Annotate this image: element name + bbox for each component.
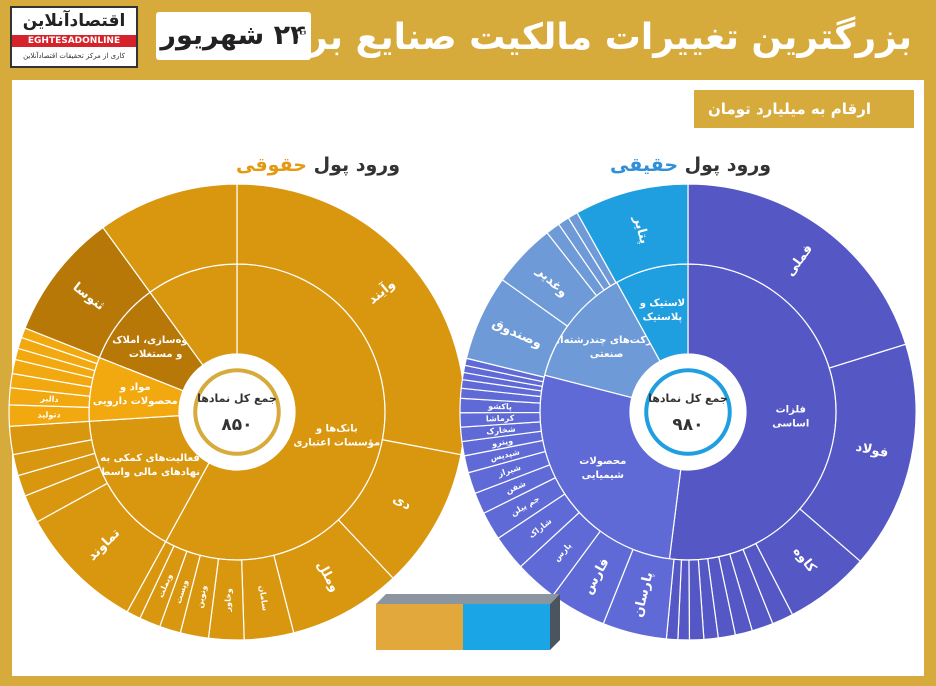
logo-latin: EGHTESADONLINE xyxy=(12,35,136,47)
real-inner-label: پلاستیک xyxy=(643,312,683,323)
real-outer-label: پاکشو xyxy=(487,402,512,412)
real-outer-label: پتایر xyxy=(630,214,652,246)
legal-inner-label: نهادهای مالی واسط xyxy=(100,467,200,478)
real-sunburst: فلزات اساسی محصولات شیمیایی شرکت‌های چندرشته… xyxy=(459,183,917,641)
real-inner-label: فلزات xyxy=(776,404,806,415)
legal-inner-label: مؤسسات اعتباری xyxy=(293,438,380,449)
legal-outer-segment xyxy=(102,183,238,294)
real-inner-label: لاستیک و xyxy=(639,298,685,309)
legal-inner-label: و مستغلات xyxy=(129,349,182,360)
legend-box xyxy=(376,594,560,650)
real-outer-label: شخارک xyxy=(486,425,516,437)
legal-outer-label: دتولید xyxy=(37,410,60,419)
header: اقتصادآنلاین EGHTESADONLINE کاری از مرکز… xyxy=(0,0,936,80)
real-inner-label: شرکت‌های چندرشته‌ای xyxy=(551,335,662,346)
real-outer-label: وپترو xyxy=(490,436,513,448)
real-inner-label: صنعتی xyxy=(590,349,624,360)
real-inner-label: اساسی xyxy=(772,418,809,429)
site-logo[interactable]: اقتصادآنلاین EGHTESADONLINE کاری از مرکز… xyxy=(10,6,138,68)
date-text: ۲۴ شهریور xyxy=(160,20,307,51)
real-title-highlight: حقیقی xyxy=(610,154,679,176)
page-title: بزرگترین تغییرات مالکیت صنایع برتر xyxy=(271,17,912,58)
legal-sunburst: بانک‌ها و مؤسسات اعتباری فعالیت‌های کمکی ب… xyxy=(8,183,466,641)
legal-outer-label: سامان xyxy=(257,585,270,612)
real-center-ring xyxy=(644,368,732,456)
real-inner-label: محصولات xyxy=(579,456,626,467)
unit-label: ارقام به میلیارد تومان xyxy=(708,100,872,118)
real-outer-segment xyxy=(576,183,689,284)
legal-inner-label: انبوه‌سازی، املاک xyxy=(112,335,199,346)
legal-center-value: ۸۵۰ xyxy=(221,415,252,435)
real-chart-title: ورود پول حقیقی xyxy=(610,154,771,176)
real-outer-label: کرماشا xyxy=(486,414,515,424)
real-center-label: جمع کل نمادها xyxy=(648,392,728,405)
legal-center-ring xyxy=(193,368,281,456)
legal-center-label: جمع کل نمادها xyxy=(197,392,277,405)
logo-tagline: کاری از مرکز تحقیقات اقتصادآنلاین xyxy=(23,52,125,60)
legal-chart-title: ورود پول حقوقی xyxy=(236,154,400,176)
legal-inner-label: مواد و xyxy=(119,382,151,393)
real-outer-label: فولاد xyxy=(854,440,889,461)
legal-inner-label: فعالیت‌های کمکی به xyxy=(100,453,199,464)
legal-outer-label: وخاور xyxy=(223,588,233,613)
legal-inner-label: بانک‌ها و xyxy=(315,424,358,435)
legal-inner-label: محصولات دارویی xyxy=(93,396,178,407)
real-inner-label: شیمیایی xyxy=(582,470,624,481)
legend-box-side xyxy=(550,594,560,650)
legal-outer-label: ونوین xyxy=(195,584,208,608)
date-badge: ۲۴ شهریور xyxy=(156,12,311,60)
legend-swatch-legal xyxy=(376,604,463,650)
real-center-value: ۹۸۰ xyxy=(672,415,703,435)
unit-box: ارقام به میلیارد تومان xyxy=(694,90,914,128)
legend-box-top xyxy=(376,594,560,604)
logo-name: اقتصادآنلاین xyxy=(22,11,126,31)
legal-title-prefix: ورود پول xyxy=(313,154,401,176)
real-title-prefix: ورود پول xyxy=(684,154,772,176)
legal-title-highlight: حقوقی xyxy=(236,154,307,176)
legal-outer-label: دالبر xyxy=(39,394,59,404)
legend-swatch-real xyxy=(463,604,550,650)
